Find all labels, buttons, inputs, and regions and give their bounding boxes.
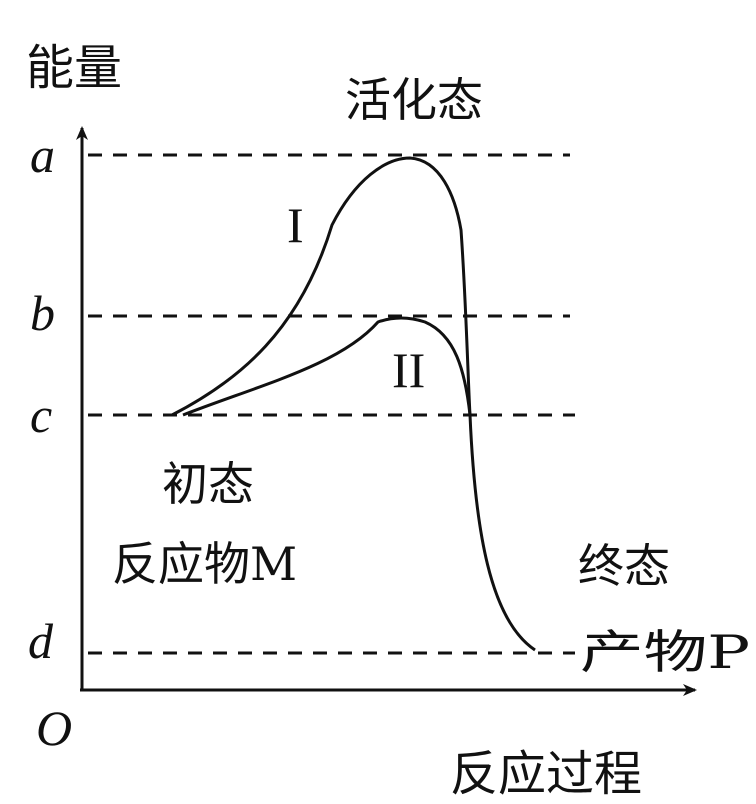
final-state-label: 终态 (578, 539, 670, 593)
curve-i (171, 156, 536, 652)
level-c-label: c (30, 387, 52, 443)
y-axis-label: 能量 (26, 40, 122, 96)
initial-state-label: 初态 (162, 457, 254, 511)
reactant-label: 反应物M (112, 537, 297, 591)
product-label: 产物P (580, 625, 750, 679)
curve-ii (182, 316, 472, 417)
level-d-label: d (28, 613, 54, 669)
x-axis-label: 反应过程 (450, 746, 642, 802)
activated-state-label: 活化态 (345, 73, 483, 127)
level-a-label: a (30, 127, 55, 183)
curve-i-label: I (287, 197, 304, 253)
level-b-label: b (30, 285, 55, 341)
curve-ii-label: II (392, 342, 425, 398)
origin-label: O (36, 700, 72, 756)
